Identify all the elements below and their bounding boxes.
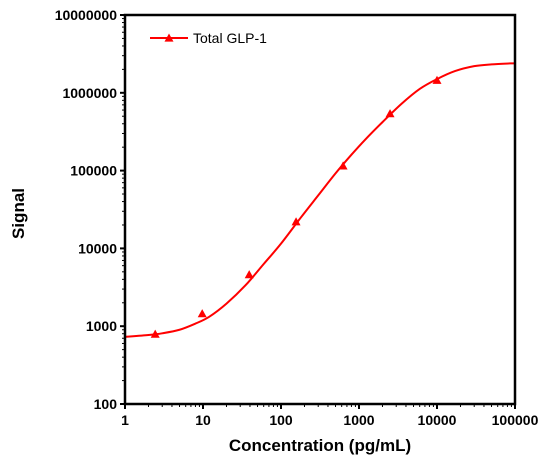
x-tick-label: 100000 bbox=[492, 412, 539, 428]
x-tick-label: 100 bbox=[269, 412, 293, 428]
data-point bbox=[150, 329, 160, 338]
data-point bbox=[197, 309, 207, 318]
x-tick-label: 1000 bbox=[343, 412, 374, 428]
data-point bbox=[385, 109, 395, 118]
axis-ticks: 1 10 100 1000 10000 100000 100 1000 10000 100000 1… bbox=[55, 7, 539, 428]
series-curve-total-glp1 bbox=[124, 62, 516, 338]
data-point bbox=[291, 217, 301, 226]
data-point bbox=[338, 161, 348, 170]
data-point bbox=[432, 75, 442, 84]
y-tick-label: 1000000 bbox=[62, 85, 117, 101]
legend: Total GLP-1 bbox=[150, 30, 267, 46]
x-tick-label: 10000 bbox=[418, 412, 457, 428]
y-tick-label: 10000 bbox=[78, 240, 117, 256]
data-point bbox=[244, 270, 254, 279]
y-tick-label: 100000 bbox=[70, 163, 117, 179]
y-tick-label: 1000 bbox=[86, 318, 117, 334]
x-axis-title: Concentration (pg/mL) bbox=[229, 436, 411, 455]
y-tick-label: 100 bbox=[94, 396, 118, 412]
x-tick-label: 10 bbox=[195, 412, 211, 428]
legend-marker-total-glp1 bbox=[164, 33, 174, 42]
plot-frame bbox=[123, 13, 517, 406]
y-tick-label: 10000000 bbox=[55, 7, 118, 23]
y-axis-title: Signal bbox=[9, 188, 28, 239]
plot-area bbox=[124, 62, 516, 338]
x-tick-label: 1 bbox=[121, 412, 129, 428]
legend-label-total-glp1: Total GLP-1 bbox=[193, 30, 267, 46]
